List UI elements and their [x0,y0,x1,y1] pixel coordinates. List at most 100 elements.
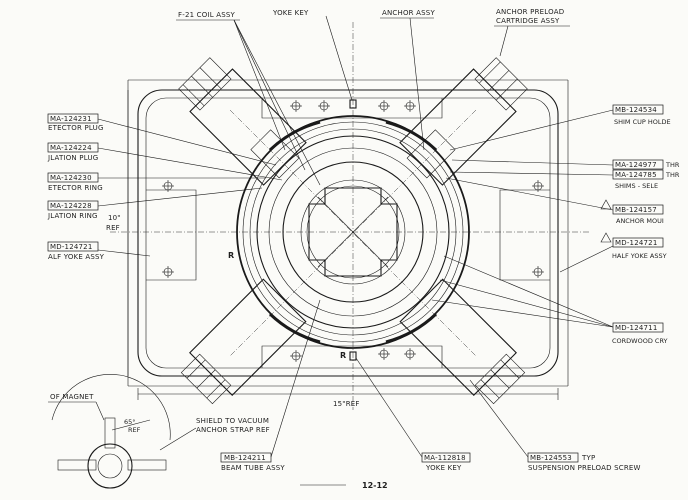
inset-plate-right [127,459,167,471]
callout-mb-124534: MB-124534 SHIM CUP HOLDE [449,104,671,151]
callout-part: MA-124230 [50,174,92,182]
label-angle: 65° [124,418,136,426]
callout-typ: TYP [581,454,595,462]
cartridge-cap [474,57,528,111]
cartridge-thread-3 [495,78,518,101]
label-magnet: OF MAGNET [50,393,94,401]
callout-yoke-key-bottom: MA-112818 YOKE KEY [355,357,471,472]
cartridge-thread-2 [490,369,510,389]
yoke-key-top [349,99,357,109]
cartridge-thread-3 [206,379,226,399]
callout-part: MA-124224 [50,144,92,152]
cartridge-thread-2 [196,369,216,389]
cartridge-bottom-right [399,278,526,405]
callout-ma-124785: MA-124785 THR [449,169,680,180]
callout-beam-tube: MB-124211 BEAM TUBE ASSY [220,299,321,472]
cartridge-thread-3 [500,359,520,379]
callout-desc: BEAM TUBE ASSY [221,464,285,472]
callout-part: MA-124785 [615,171,657,179]
cartridge-bottom-left [180,278,307,405]
callout-desc: ETECTOR PLUG [48,124,104,132]
coil-ring-outer [236,115,470,349]
label-shield: SHIELD TO VACUUM [196,417,269,425]
bolt-hole [290,350,302,362]
callout-ma-124231: MA-124231 ETECTOR PLUG [47,113,277,166]
label-yoke-key: YOKE KEY [272,9,309,17]
warning-triangle-icon [600,199,612,210]
label-anchor-strap: ANCHOR STRAP REF [196,426,270,434]
magnet-detail-inset: OF MAGNET 65° REF [48,374,171,489]
cartridge-thread-1 [186,359,206,379]
cartridge-body [189,68,307,186]
coil-hatch-tr [385,120,438,152]
cartridge-thread-3 [199,67,222,90]
coil-ring-3 [249,128,457,336]
dim-height-ref: REF [106,224,120,232]
bolt-hole [162,266,174,278]
callout-part: MA-124231 [50,115,92,123]
callout-shims: SHIMS - SELE [615,182,658,190]
inset-arc-outer [51,374,171,441]
callout-part: MB-124553 [530,454,572,462]
coil-ring-4 [256,135,450,329]
coil-ring-2 [242,121,464,343]
beam-cross-b [317,196,389,268]
coil-ring-5 [268,147,438,317]
pole-cutout-top [261,98,443,119]
callout-part: MB-124534 [615,106,657,114]
inset-circle-outer [87,443,133,489]
coil-hatch-br [385,312,438,344]
inset-strap [104,417,116,449]
beam-tube-outer [300,179,406,285]
yoke-frame [127,79,569,387]
inset-plate-left [57,459,97,471]
warning-triangle-icon [600,232,612,243]
mark-r-left: R [228,251,234,260]
callout-ma-124228: MA-124228 JLATION RING [47,187,263,220]
coil-assembly [236,115,470,349]
label-anchor-preload: ANCHOR PRELOAD [496,8,564,16]
cartridge-top-right [399,57,528,186]
dimension-height: 10" REF [106,90,129,376]
callout-part: MA-124228 [50,202,92,210]
bolt-hole [318,100,330,112]
bolt-hole [532,180,544,192]
callout-part: MB-124157 [615,206,657,214]
label-coil-assy: F-21 COIL ASSY [178,11,236,19]
callout-part: MA-112818 [424,454,466,462]
cartridge-cap [178,57,232,111]
callout-part: MD-124721 [615,239,657,247]
cartridge-thread-1 [182,84,205,107]
callout-part: MB-124211 [224,454,266,462]
callout-part: MD-124721 [50,243,92,251]
beam-tube-inner [306,185,400,279]
mark-r-bottom: R [340,351,346,360]
label-anchor-assy: ANCHOR ASSY [382,9,435,17]
cartridge-thread-1 [478,61,501,84]
yoke-outline-outer [137,89,559,377]
callout-part: MA-124977 [615,161,657,169]
left-callouts: MA-124231 ETECTOR PLUG MA-124224 JLATION… [47,113,283,261]
dim-width-value: 15"REF [333,400,360,408]
bolt-hole [378,348,390,360]
yoke-key-bottom [349,351,357,361]
bolt-hole [290,100,302,112]
dim-height-value: 10" [108,214,121,222]
figure-number: 12-12 [362,481,388,490]
coil-hatch-tl [268,120,321,152]
callout-desc: THR [665,161,680,169]
callout-md-124721-left: MD-124721 ALF YOKE ASSY [47,241,151,261]
cartridge-top-left [178,57,307,186]
callout-md-124711: MD-124711 CORDWOOD CRY [431,255,668,345]
callout-ma-124977: MA-124977 THR [451,159,680,170]
callout-desc: SUSPENSION PRELOAD SCREW [528,464,641,472]
callout-desc: YOKE KEY [425,464,462,472]
cartridge-thread-2 [487,70,510,92]
callout-ma-124230: MA-124230 ETECTOR RING [47,172,266,192]
callout-desc: SHIM CUP HOLDE [614,118,671,126]
cartridge-body [399,68,517,186]
bolt-hole [404,100,416,112]
yoke-outline-inner [145,97,551,369]
